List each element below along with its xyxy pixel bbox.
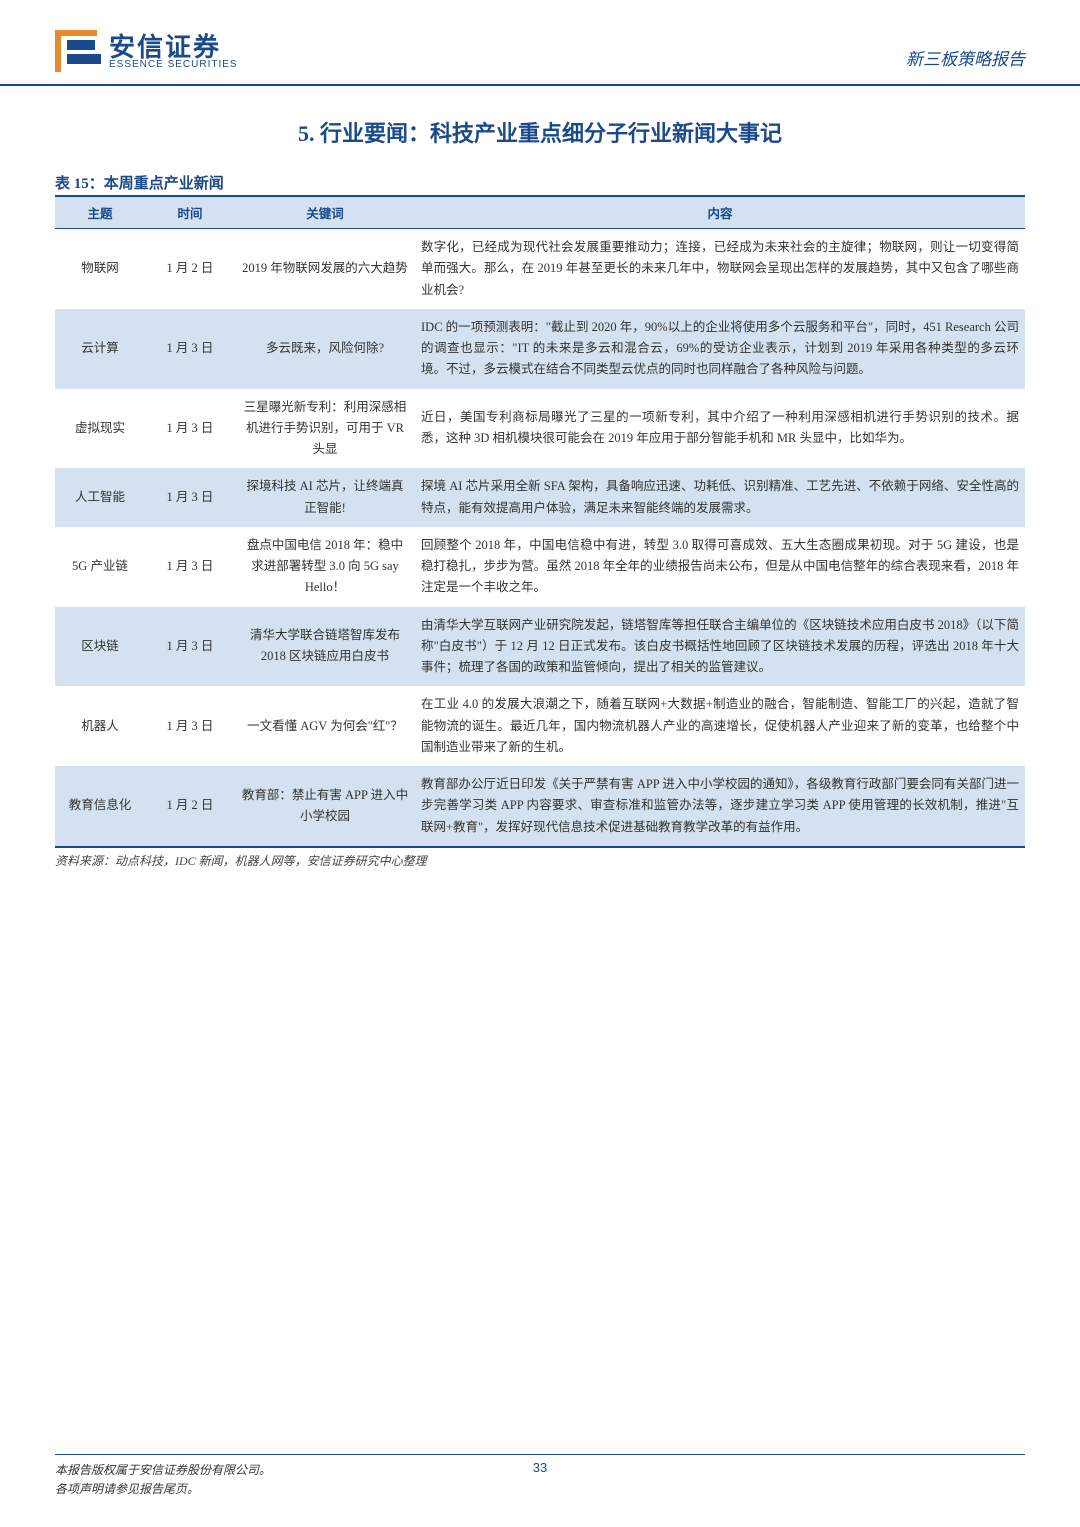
page-footer: 本报告版权属于安信证券股份有限公司。 各项声明请参见报告尾页。 33 <box>0 1454 1080 1499</box>
cell-keyword: 一文看懂 AGV 为何会"红"？ <box>235 686 415 766</box>
cell-topic: 虚拟现实 <box>55 389 145 469</box>
cell-content: 数字化，已经成为现代社会发展重要推动力；连接，已经成为未来社会的主旋律；物联网，… <box>415 229 1025 309</box>
table-source-note: 资料来源：动点科技，IDC 新闻，机器人网等，安信证券研究中心整理 <box>55 852 1025 869</box>
cell-date: 1 月 3 日 <box>145 527 235 607</box>
table-row: 区块链1 月 3 日清华大学联合链塔智库发布 2018 区块链应用白皮书由清华大… <box>55 607 1025 687</box>
cell-keyword: 三星曝光新专利：利用深感相机进行手势识别，可用于 VR 头显 <box>235 389 415 469</box>
table-row: 物联网1 月 2 日2019 年物联网发展的六大趋势数字化，已经成为现代社会发展… <box>55 229 1025 309</box>
page-number: 33 <box>533 1460 547 1475</box>
col-topic: 主题 <box>55 196 145 229</box>
cell-content: IDC 的一项预测表明："截止到 2020 年，90%以上的企业将使用多个云服务… <box>415 309 1025 389</box>
table-caption: 表 15：本周重点产业新闻 <box>55 172 1025 193</box>
cell-topic: 人工智能 <box>55 468 145 527</box>
logo-text: 安信证券 ESSENCE SECURITIES <box>109 34 238 70</box>
news-table: 主题 时间 关键词 内容 物联网1 月 2 日2019 年物联网发展的六大趋势数… <box>55 195 1025 848</box>
col-keyword: 关键词 <box>235 196 415 229</box>
section-heading: 行业要闻：科技产业重点细分子行业新闻大事记 <box>320 121 782 146</box>
document-type-label: 新三板策略报告 <box>906 45 1025 74</box>
footer-line1: 本报告版权属于安信证券股份有限公司。 <box>55 1461 271 1480</box>
section-number: 5. <box>298 121 315 146</box>
cell-topic: 云计算 <box>55 309 145 389</box>
page-header: 安信证券 ESSENCE SECURITIES 新三板策略报告 <box>0 0 1080 86</box>
cell-content: 近日，美国专利商标局曝光了三星的一项新专利，其中介绍了一种利用深感相机进行手势识… <box>415 389 1025 469</box>
cell-date: 1 月 2 日 <box>145 766 235 847</box>
table-header-row: 主题 时间 关键词 内容 <box>55 196 1025 229</box>
cell-keyword: 教育部：禁止有害 APP 进入中小学校园 <box>235 766 415 847</box>
cell-topic: 物联网 <box>55 229 145 309</box>
cell-keyword: 盘点中国电信 2018 年：稳中求进部署转型 3.0 向 5G say Hell… <box>235 527 415 607</box>
cell-keyword: 2019 年物联网发展的六大趋势 <box>235 229 415 309</box>
table-row: 机器人1 月 3 日一文看懂 AGV 为何会"红"？在工业 4.0 的发展大浪潮… <box>55 686 1025 766</box>
table-row: 云计算1 月 3 日多云既来，风险何除?IDC 的一项预测表明："截止到 202… <box>55 309 1025 389</box>
col-content: 内容 <box>415 196 1025 229</box>
cell-date: 1 月 3 日 <box>145 468 235 527</box>
table-body: 物联网1 月 2 日2019 年物联网发展的六大趋势数字化，已经成为现代社会发展… <box>55 229 1025 847</box>
cell-topic: 区块链 <box>55 607 145 687</box>
caption-text: 本周重点产业新闻 <box>104 176 224 192</box>
cell-topic: 5G 产业链 <box>55 527 145 607</box>
logo-icon <box>55 30 99 74</box>
cell-date: 1 月 2 日 <box>145 229 235 309</box>
footer-disclaimer: 本报告版权属于安信证券股份有限公司。 各项声明请参见报告尾页。 <box>55 1461 271 1499</box>
cell-content: 回顾整个 2018 年，中国电信稳中有进，转型 3.0 取得可喜成效、五大生态圈… <box>415 527 1025 607</box>
table-row: 虚拟现实1 月 3 日三星曝光新专利：利用深感相机进行手势识别，可用于 VR 头… <box>55 389 1025 469</box>
caption-prefix: 表 15： <box>55 176 104 192</box>
cell-topic: 机器人 <box>55 686 145 766</box>
col-date: 时间 <box>145 196 235 229</box>
cell-date: 1 月 3 日 <box>145 389 235 469</box>
cell-date: 1 月 3 日 <box>145 309 235 389</box>
cell-topic: 教育信息化 <box>55 766 145 847</box>
cell-keyword: 清华大学联合链塔智库发布 2018 区块链应用白皮书 <box>235 607 415 687</box>
content-area: 5. 行业要闻：科技产业重点细分子行业新闻大事记 表 15：本周重点产业新闻 主… <box>0 116 1080 869</box>
cell-content: 在工业 4.0 的发展大浪潮之下，随着互联网+大数据+制造业的融合，智能制造、智… <box>415 686 1025 766</box>
logo-cn: 安信证券 <box>109 34 238 60</box>
cell-keyword: 多云既来，风险何除? <box>235 309 415 389</box>
report-page: 安信证券 ESSENCE SECURITIES 新三板策略报告 5. 行业要闻：… <box>0 0 1080 1527</box>
cell-date: 1 月 3 日 <box>145 686 235 766</box>
logo-en: ESSENCE SECURITIES <box>109 60 238 70</box>
cell-keyword: 探境科技 AI 芯片，让终端真正智能! <box>235 468 415 527</box>
table-row: 教育信息化1 月 2 日教育部：禁止有害 APP 进入中小学校园教育部办公厅近日… <box>55 766 1025 847</box>
cell-date: 1 月 3 日 <box>145 607 235 687</box>
logo-block: 安信证券 ESSENCE SECURITIES <box>55 30 238 74</box>
cell-content: 教育部办公厅近日印发《关于严禁有害 APP 进入中小学校园的通知》，各级教育行政… <box>415 766 1025 847</box>
section-title: 5. 行业要闻：科技产业重点细分子行业新闻大事记 <box>55 116 1025 148</box>
table-row: 人工智能1 月 3 日探境科技 AI 芯片，让终端真正智能!探境 AI 芯片采用… <box>55 468 1025 527</box>
table-row: 5G 产业链1 月 3 日盘点中国电信 2018 年：稳中求进部署转型 3.0 … <box>55 527 1025 607</box>
cell-content: 探境 AI 芯片采用全新 SFA 架构，具备响应迅速、功耗低、识别精准、工艺先进… <box>415 468 1025 527</box>
cell-content: 由清华大学互联网产业研究院发起，链塔智库等担任联合主编单位的《区块链技术应用白皮… <box>415 607 1025 687</box>
footer-line2: 各项声明请参见报告尾页。 <box>55 1480 271 1499</box>
